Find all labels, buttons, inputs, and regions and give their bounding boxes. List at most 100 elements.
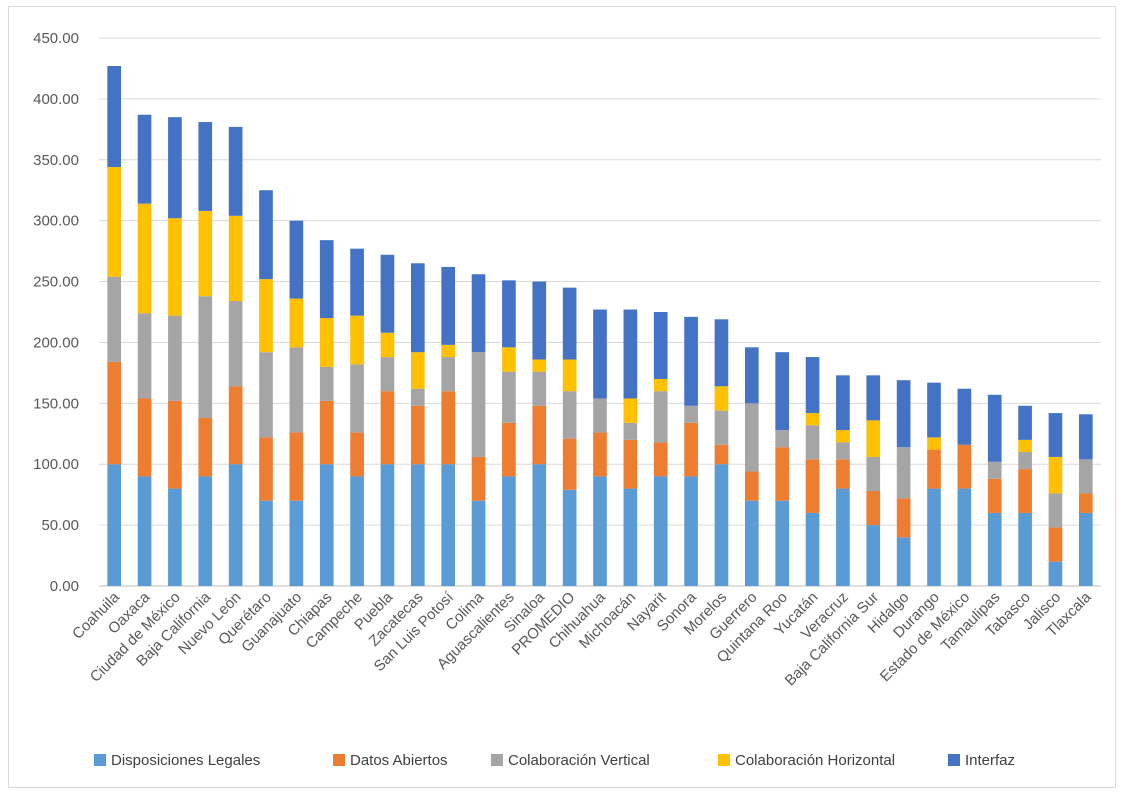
bar-segment-colaboracion-horizontal: [319, 318, 334, 367]
bar-segment-colaboracion-horizontal: [228, 215, 243, 302]
bar-segment-colaboracion-vertical: [623, 422, 638, 440]
bar-segment-interfaz: [410, 263, 425, 353]
bar-segment-colaboracion-horizontal: [532, 359, 547, 372]
bar-segment-colaboracion-vertical: [168, 315, 182, 401]
bar-segment-interfaz: [1078, 414, 1093, 460]
bar-segment-colaboracion-vertical: [107, 276, 122, 362]
bar-segment-interfaz: [653, 312, 668, 379]
bar-segment-colaboracion-horizontal: [653, 378, 668, 392]
bar-segment-disposiciones-legales: [228, 464, 243, 586]
bar-segment-disposiciones-legales: [289, 500, 304, 586]
y-tick-label: 300.00: [33, 213, 79, 230]
bar-segment-interfaz: [562, 287, 577, 360]
bar-segment-datos-abiertos: [623, 439, 638, 489]
legend-swatch: [718, 754, 730, 766]
bar-segment-colaboracion-horizontal: [137, 203, 152, 314]
bar-segment-colaboracion-vertical: [714, 410, 729, 445]
bar-segment-colaboracion-horizontal: [441, 344, 456, 358]
bar-segment-interfaz: [987, 394, 1002, 462]
bar-segment-colaboracion-horizontal: [927, 437, 941, 450]
bar-segment-interfaz: [380, 254, 395, 333]
bar-segment-datos-abiertos: [1048, 527, 1063, 562]
bar-segment-disposiciones-legales: [896, 537, 911, 586]
bar-segment-datos-abiertos: [137, 398, 152, 477]
bar-segment-interfaz: [137, 114, 152, 204]
legend: Disposiciones Legales Datos Abiertos Colab…: [94, 752, 1015, 769]
bar-segment-disposiciones-legales: [987, 512, 1002, 586]
chart-frame: 0.00 50.00 100.00 150.00 200.00 250.00 300.00 3…: [8, 6, 1116, 788]
bar-segment-disposiciones-legales: [502, 476, 516, 586]
bar-segment-datos-abiertos: [744, 471, 759, 501]
bar-segment-datos-abiertos: [593, 432, 607, 477]
bar-segment-colaboracion-vertical: [441, 357, 456, 392]
bar-segment-colaboracion-horizontal: [350, 315, 364, 365]
y-tick-label: 150.00: [33, 395, 79, 412]
bar-segment-disposiciones-legales: [410, 464, 425, 586]
bar-segment-datos-abiertos: [289, 432, 304, 501]
bar-segment-datos-abiertos: [684, 422, 698, 477]
bar-segment-interfaz: [289, 220, 304, 299]
bar-segment-datos-abiertos: [1078, 493, 1093, 513]
bar-segment-datos-abiertos: [1018, 469, 1032, 513]
bar-segment-disposiciones-legales: [866, 525, 881, 586]
bar-segment-interfaz: [805, 357, 820, 414]
legend-label: Colaboración Vertical: [508, 752, 650, 769]
bar-segment-colaboracion-vertical: [653, 391, 668, 443]
bar-segment-interfaz: [744, 347, 759, 404]
bar-segment-colaboracion-vertical: [319, 366, 334, 401]
bar-segment-datos-abiertos: [471, 456, 486, 501]
bar-segment-colaboracion-horizontal: [623, 398, 638, 423]
bar-segment-disposiciones-legales: [168, 488, 182, 586]
bar-segment-datos-abiertos: [836, 459, 850, 489]
bar-segment-colaboracion-horizontal: [866, 420, 881, 457]
legend-swatch: [94, 754, 106, 766]
bar-segment-datos-abiertos: [198, 417, 213, 477]
bar-segment-colaboracion-horizontal: [1018, 439, 1032, 453]
y-tick-label: 450.00: [33, 30, 79, 47]
bar-segment-disposiciones-legales: [593, 476, 607, 586]
bar-segment-disposiciones-legales: [623, 488, 638, 586]
bar-segment-colaboracion-horizontal: [714, 386, 729, 411]
bar-segment-disposiciones-legales: [684, 476, 698, 586]
bar-segment-colaboracion-vertical: [410, 388, 425, 406]
bar-segment-datos-abiertos: [714, 444, 729, 465]
bar-segment-colaboracion-vertical: [350, 364, 364, 433]
bar-segment-interfaz: [198, 122, 213, 211]
y-tick-label: 100.00: [33, 456, 79, 473]
bar-segment-datos-abiertos: [228, 386, 243, 465]
bar-segment-disposiciones-legales: [441, 464, 456, 586]
bar-segment-colaboracion-vertical: [380, 357, 395, 392]
bar-segment-disposiciones-legales: [836, 488, 850, 586]
bar-segment-disposiciones-legales: [1078, 512, 1093, 586]
y-tick-label: 200.00: [33, 334, 79, 351]
bar-segment-interfaz: [259, 190, 273, 280]
bar-segment-interfaz: [228, 126, 243, 216]
bar-segment-datos-abiertos: [532, 405, 547, 465]
bar-segment-colaboracion-horizontal: [289, 298, 304, 348]
bar-segment-colaboracion-vertical: [228, 301, 243, 387]
bar-segment-datos-abiertos: [927, 449, 941, 489]
bar-segment-disposiciones-legales: [775, 500, 790, 586]
bar-segment-disposiciones-legales: [957, 488, 972, 586]
stacked-bar-chart: 0.00 50.00 100.00 150.00 200.00 250.00 300.00 3…: [33, 30, 1101, 769]
bar-segment-disposiciones-legales: [562, 489, 577, 586]
bar-segment-colaboracion-vertical: [775, 430, 790, 448]
bar-segment-colaboracion-vertical: [198, 296, 213, 418]
bar-segment-disposiciones-legales: [714, 464, 729, 586]
bar-segment-datos-abiertos: [866, 491, 881, 526]
bar-segment-colaboracion-vertical: [896, 447, 911, 499]
bar-segment-interfaz: [927, 382, 941, 438]
bar-segment-interfaz: [350, 248, 364, 316]
bar-segment-disposiciones-legales: [319, 464, 334, 586]
bar-segment-disposiciones-legales: [259, 500, 273, 586]
y-tick-label: 250.00: [33, 274, 79, 291]
bar-segment-datos-abiertos: [775, 447, 790, 501]
bar-segment-interfaz: [836, 375, 850, 431]
bar-segment-colaboracion-horizontal: [410, 352, 425, 389]
bar-segment-colaboracion-horizontal: [836, 430, 850, 443]
bar-segment-colaboracion-vertical: [744, 403, 759, 472]
bar-segment-datos-abiertos: [107, 361, 122, 465]
bar-segment-disposiciones-legales: [471, 500, 486, 586]
y-tick-label: 400.00: [33, 91, 79, 108]
